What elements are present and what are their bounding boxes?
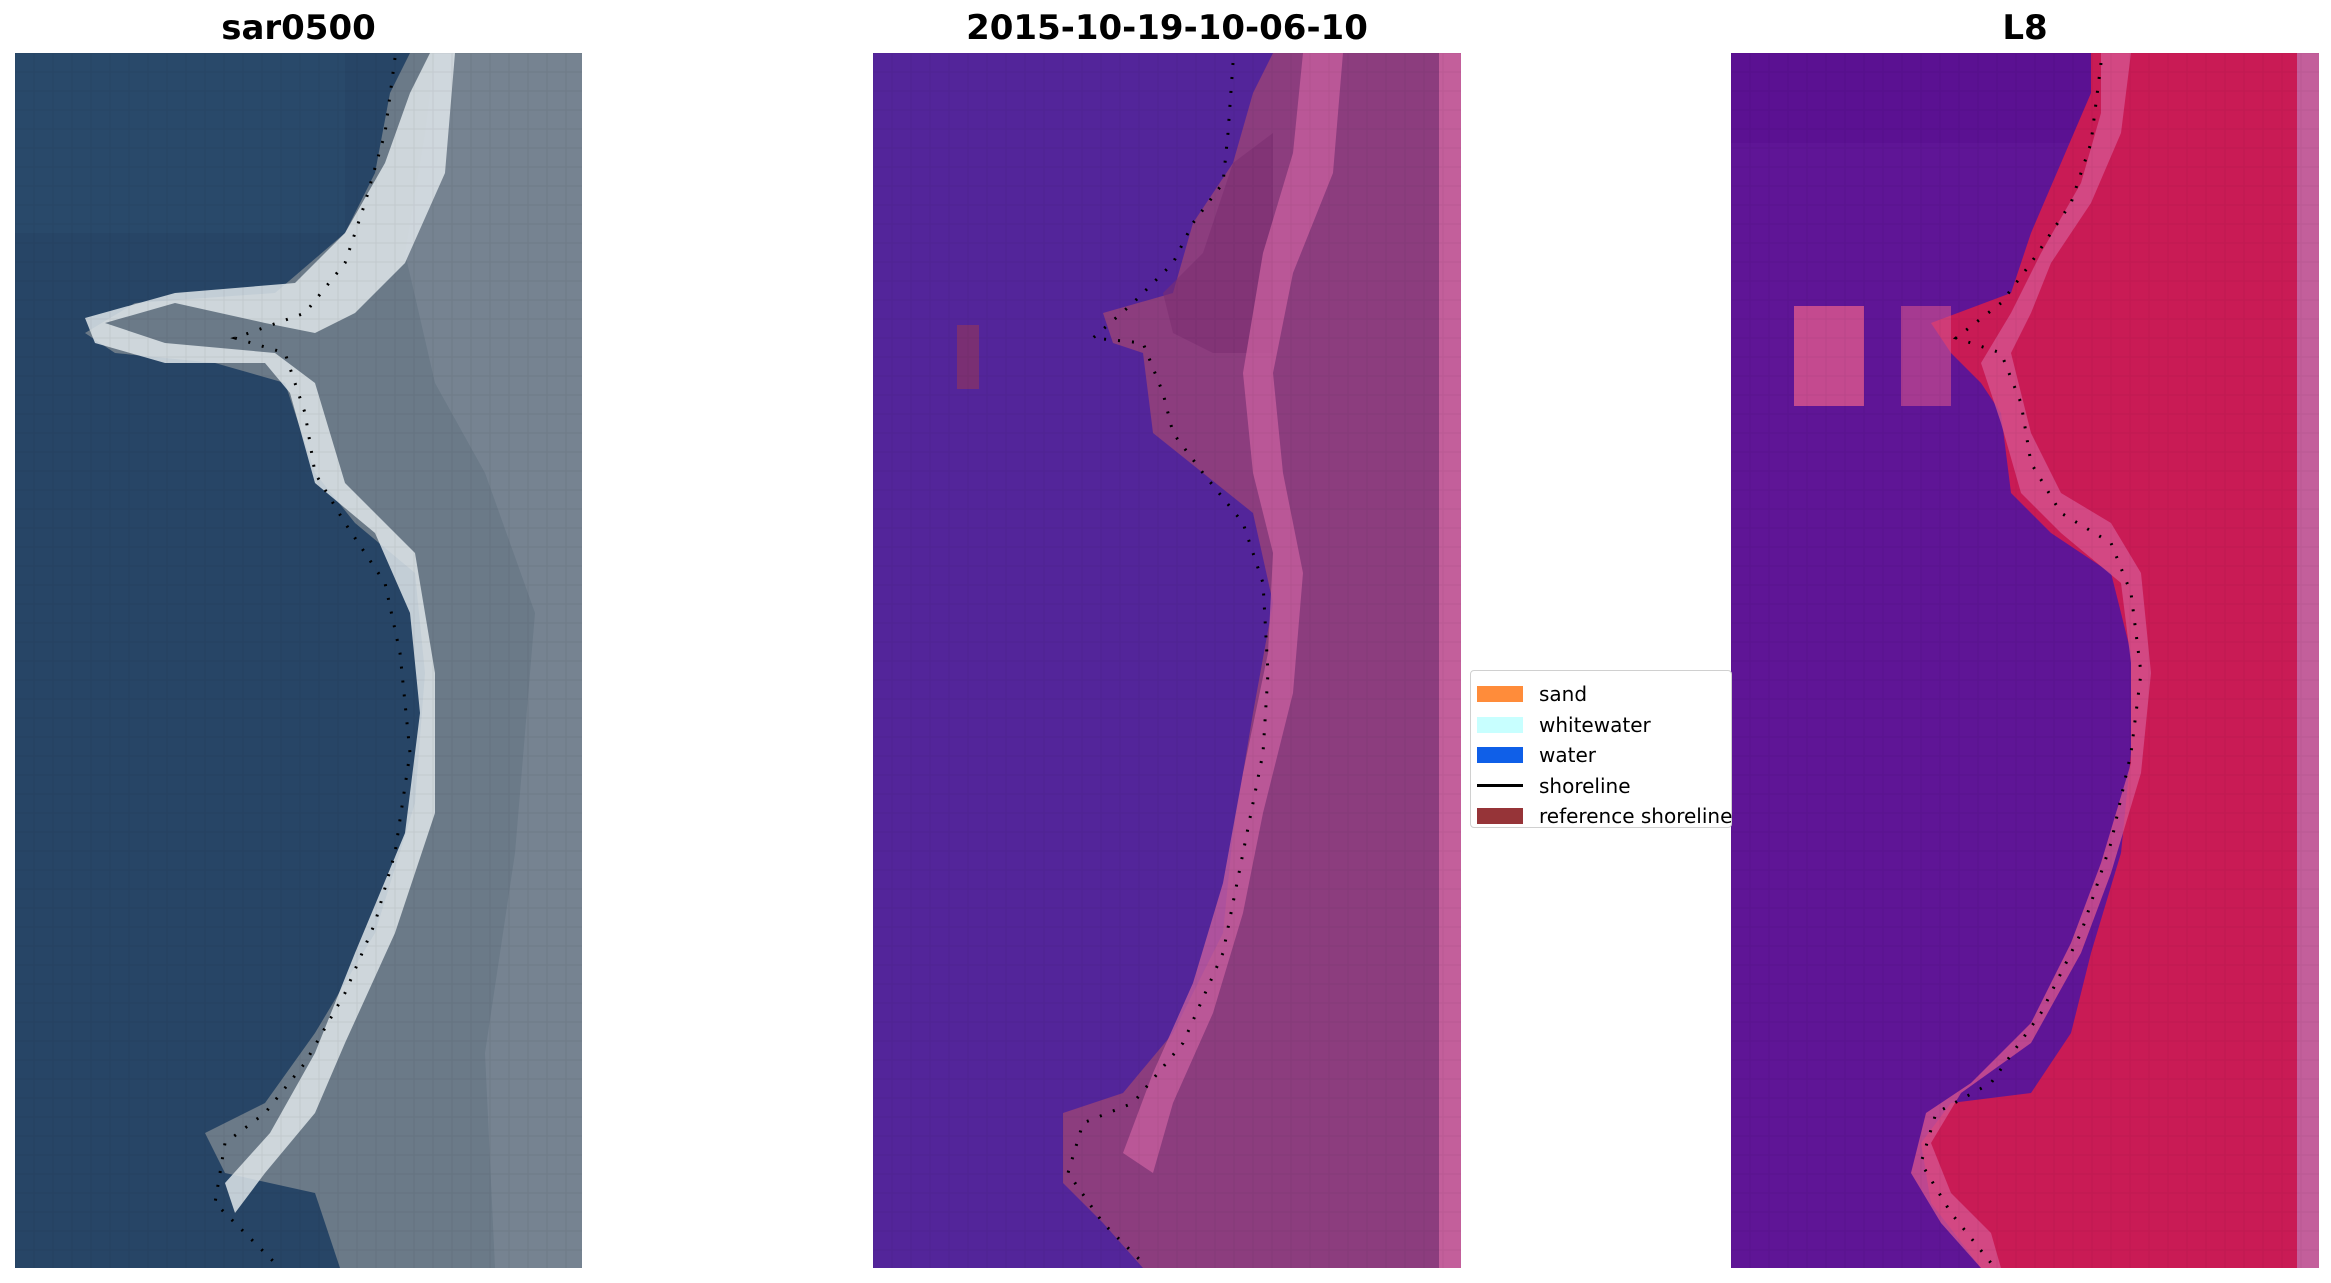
false-color-image — [1731, 53, 2319, 1268]
legend-label: whitewater — [1539, 712, 1651, 737]
water-swatch-icon — [1477, 747, 1523, 764]
classified-image — [873, 53, 1461, 1268]
rgb-satellite-icon — [15, 53, 582, 1268]
shoreline-line-icon — [1477, 784, 1523, 788]
sand-swatch-icon — [1477, 686, 1523, 703]
panel-title: L8 — [2002, 8, 2048, 48]
legend-item-reference-shoreline: reference shoreline — [1477, 801, 1733, 832]
legend-item-water: water — [1477, 740, 1731, 771]
panel-title: 2015-10-19-10-06-10 — [966, 8, 1368, 48]
legend-item-sand: sand — [1477, 679, 1731, 710]
classified-image-icon — [873, 53, 1461, 1268]
whitewater-swatch-icon — [1477, 716, 1523, 733]
legend-item-whitewater: whitewater — [1477, 710, 1731, 741]
reference-shoreline-swatch-icon — [1477, 808, 1523, 825]
legend-label: water — [1539, 743, 1596, 768]
rgb-satellite-image — [15, 53, 582, 1268]
panel-title: sar0500 — [221, 8, 376, 48]
legend-item-shoreline: shoreline — [1477, 771, 1731, 802]
legend-label: reference shoreline — [1539, 804, 1733, 829]
false-color-image-icon — [1731, 53, 2319, 1268]
legend: sand whitewater water shoreline referenc… — [1470, 670, 1732, 828]
legend-label: shoreline — [1539, 773, 1631, 798]
legend-label: sand — [1539, 682, 1588, 707]
